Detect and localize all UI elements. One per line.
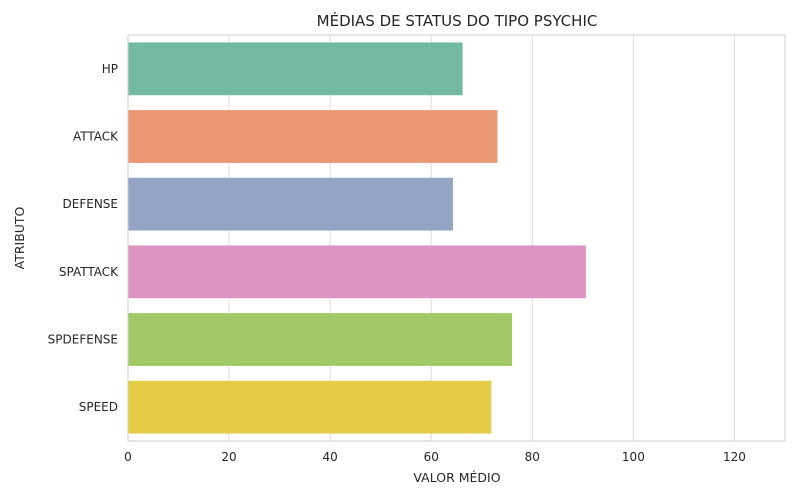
bar-spdefense [128, 313, 513, 366]
x-tick-label: 60 [424, 450, 439, 464]
y-tick-label: SPATTACK [59, 265, 119, 279]
x-tick-label: 20 [221, 450, 236, 464]
x-axis-label: VALOR MÉDIO [413, 470, 500, 485]
plot-frame [127, 34, 786, 442]
y-tick-label: SPDEFENSE [48, 333, 118, 347]
x-tick-label: 0 [124, 450, 132, 464]
y-axis-label: ATRIBUTO [12, 206, 27, 269]
x-tick-label: 120 [723, 450, 746, 464]
bar-speed [128, 380, 492, 434]
x-tick-label: 40 [323, 450, 338, 464]
y-tick-label: ATTACK [73, 130, 119, 144]
y-tick-label: DEFENSE [63, 197, 118, 211]
x-tick-label: 80 [525, 450, 540, 464]
bar-attack [128, 110, 498, 163]
bar-defense [128, 177, 453, 231]
y-tick-label: SPEED [79, 400, 118, 414]
bar-spattack [128, 245, 586, 299]
y-tick-label: HP [102, 62, 118, 76]
bar-hp [128, 42, 463, 96]
x-tick-label: 100 [622, 450, 645, 464]
chart-title: MÉDIAS DE STATUS DO TIPO PSYCHIC [317, 11, 598, 30]
